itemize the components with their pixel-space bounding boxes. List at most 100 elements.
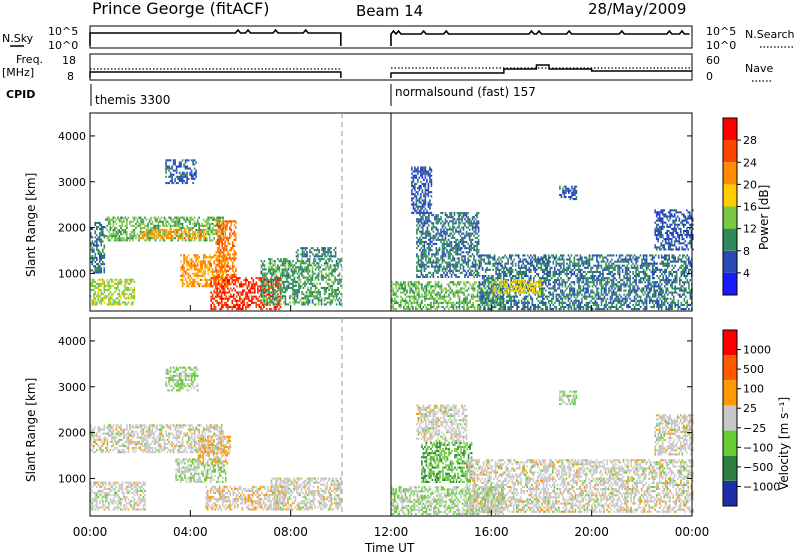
power-cells-region-1-cell <box>124 231 127 234</box>
power-cells-region-10-cell <box>412 289 414 292</box>
power-cells-region-8-cell <box>338 301 341 304</box>
power-cells-region-8-cell <box>272 274 275 277</box>
power-cells-region-0-cell <box>91 242 94 245</box>
power-cells-region-0-cell <box>103 234 106 237</box>
power-cells-region-12-cell <box>411 176 413 179</box>
power-cells-region-8-cell <box>275 270 278 273</box>
power-cells-region-1-cell <box>148 218 151 221</box>
power-cells-region-5-cell <box>205 283 208 286</box>
power-cells-region-3-cell <box>171 165 173 168</box>
power-cells-region-12-cell <box>429 174 431 177</box>
power-cells-region-6-cell <box>213 291 215 294</box>
power-cells-region-8-cell <box>296 297 299 300</box>
power-cells-region-7-cell <box>219 269 222 272</box>
power-cells-region-13-cell <box>501 270 503 273</box>
power-cells-region-11-cell <box>428 212 430 215</box>
power-cells-region-5-cell <box>183 270 185 273</box>
power-cells-region-8-cell <box>271 301 273 304</box>
power-cells-region-13-cell <box>501 287 503 290</box>
power-cells-region-8-cell <box>269 280 272 283</box>
power-cells-region-8-cell <box>316 291 318 294</box>
power-cells-region-10-cell <box>425 295 428 298</box>
power-cells-region-7-cell <box>235 267 237 270</box>
power-cells-region-6-cell <box>266 277 268 280</box>
power-cells-region-11-cell <box>446 216 448 219</box>
power-cells-region-6-cell <box>222 297 224 300</box>
power-cells-region-1-cell <box>109 218 112 221</box>
power-cells-region-1-cell <box>135 216 137 219</box>
power-cells-region-3-cell <box>190 171 193 174</box>
power-cells-region-8-cell <box>337 282 339 285</box>
power-cells-region-10-cell <box>398 287 401 290</box>
power-cells-region-11-cell <box>458 269 460 272</box>
power-cells-region-8-cell <box>296 289 299 292</box>
power-cells-region-4-cell <box>117 301 119 304</box>
power-cells-region-1-cell <box>118 235 121 238</box>
power-cells-region-11-cell <box>428 271 430 274</box>
power-cells-region-5-cell <box>180 274 182 277</box>
power-cells-region-5-cell <box>216 258 218 261</box>
power-cells-region-12-cell <box>420 205 422 208</box>
power-cells-region-10-cell <box>431 289 434 292</box>
power-cells-region-5-cell <box>216 270 218 273</box>
power-cells-region-11-cell <box>420 273 423 276</box>
power-cells-region-1-cell <box>124 224 127 227</box>
power-cells-region-6-cell <box>249 287 252 290</box>
power-cells-region-5-cell <box>211 268 214 271</box>
power-cells-region-7-cell <box>221 220 223 223</box>
power-cells-region-1-cell <box>138 235 140 238</box>
power-cells-region-11-cell <box>470 232 472 235</box>
power-cells-region-7-cell <box>226 275 228 278</box>
power-cells-region-1-cell <box>121 216 124 219</box>
power-cells-region-13-cell <box>478 297 481 300</box>
power-cells-region-1-cell <box>222 229 224 232</box>
power-cells-region-1-cell <box>118 239 121 242</box>
power-cells-region-10-cell <box>451 301 453 304</box>
power-cells-region-13-cell <box>507 279 509 282</box>
power-cells-region-12-cell <box>420 170 422 173</box>
power-cells-region-1-cell <box>201 222 203 225</box>
power-cells-region-4-cell <box>112 303 115 306</box>
power-cells-region-7-cell <box>229 275 231 278</box>
power-cells-region-6-cell <box>214 291 217 294</box>
power-cells-region-13-cell <box>484 297 487 300</box>
power-cells-region-4-cell <box>126 303 128 306</box>
power-cells-region-0-cell <box>102 263 104 266</box>
power-cells-region-8-cell <box>262 297 264 300</box>
power-cells-region-5-cell <box>195 254 197 257</box>
power-cells-region-1-cell <box>153 235 155 238</box>
power-cells-region-1-cell <box>117 229 119 232</box>
power-cells-region-8-cell <box>290 270 293 273</box>
power-cells-region-1-cell <box>213 224 215 227</box>
power-cells-region-11-cell <box>428 220 430 223</box>
power-cells-region-11-cell <box>440 234 442 237</box>
power-cells-region-4-cell <box>118 280 121 283</box>
power-cells-region-7-cell <box>227 238 230 241</box>
power-cells-region-8-cell <box>274 262 276 265</box>
power-cells-region-10-cell <box>448 301 450 304</box>
power-cells-region-4-cell <box>105 295 107 298</box>
power-cells-region-6-cell <box>225 291 227 294</box>
power-cells-region-6-cell <box>248 289 250 292</box>
power-cells-region-11-cell <box>459 249 462 252</box>
power-cells-region-7-cell <box>218 269 220 272</box>
power-cells-region-13-cell <box>523 254 526 257</box>
power-cells-region-8-cell <box>335 291 338 294</box>
power-cells-region-10-cell <box>470 306 473 309</box>
power-cells-region-7-cell <box>218 249 220 252</box>
power-cells-region-8-cell <box>308 270 311 273</box>
power-cells-region-10-cell <box>482 293 485 296</box>
power-cells-region-11-cell <box>468 222 471 225</box>
power-cells-region-2-cell <box>168 232 171 235</box>
power-cells-region-11-cell <box>467 251 469 254</box>
power-cells-region-13-cell <box>539 301 541 304</box>
power-cells-region-6-cell <box>216 293 218 296</box>
power-cells-region-8-cell <box>314 258 317 261</box>
power-cells-region-8-cell <box>293 289 296 292</box>
power-cells-region-5-cell <box>192 278 194 281</box>
power-cells-region-13-cell <box>543 303 546 306</box>
power-cells-region-8-cell <box>275 266 278 269</box>
power-cells-region-1-cell <box>178 229 181 232</box>
power-cells-region-11-cell <box>464 245 466 248</box>
power-cells-region-6-cell <box>227 303 229 306</box>
